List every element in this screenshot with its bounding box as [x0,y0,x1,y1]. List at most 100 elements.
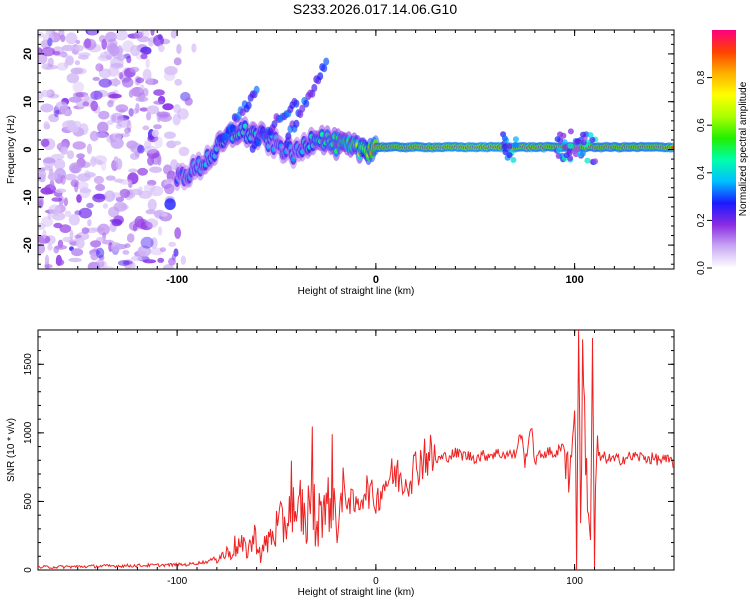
noise-blob [43,156,56,168]
noise-blob [147,156,155,166]
noise-blob [69,162,82,174]
disturbance-blob [580,131,586,138]
noise-blob [101,38,107,50]
y-tick-label: 0 [22,146,34,152]
noise-blob [143,183,156,193]
noise-blob [126,55,132,64]
disturbance-blob [512,136,519,143]
noise-blob [74,60,81,66]
noise-blob [92,193,106,203]
noise-blob [78,207,93,219]
noise-blob [113,156,119,162]
ridge-branch [323,57,330,66]
disturbance-blob [560,132,567,139]
noise-blob [115,196,125,202]
noise-blob [60,146,68,155]
disturbance-blob [567,128,574,135]
noise-blob [105,175,116,181]
noise-blob [153,100,165,105]
noise-blob [164,198,176,211]
noise-blob [128,168,138,173]
noise-blob [38,31,45,38]
noise-blob [66,150,75,160]
noise-blob [47,244,53,251]
noise-blob [86,202,94,209]
colorbar-tick-label: 0.2 [696,213,707,227]
noise-blob [65,54,74,65]
disturbance-blob [554,136,561,143]
noise-blob [102,203,108,209]
disturbance-blob [510,157,517,163]
noise-blob [55,101,68,110]
noise-blob [75,39,81,45]
noise-blob [38,199,43,209]
noise-blob [49,179,55,191]
noise-blob [54,244,67,250]
noise-blob [47,172,58,181]
noise-blob [54,158,66,170]
ridge-branch [299,104,306,113]
disturbance-blob [592,158,599,165]
x-tick-label: 100 [566,576,583,587]
noise-blob [81,227,90,234]
colorbar: 0.0 0.2 0.4 0.6 0.8 Normalized spectral ampli… [696,30,749,275]
noise-blob [157,257,165,263]
noise-blob [146,105,160,115]
noise-blob [145,58,150,69]
noise-blob [174,227,182,239]
ridge-branch [229,124,236,133]
noise-blob [41,47,56,57]
noise-blob [40,138,50,147]
noise-blob [162,103,174,111]
noise-blob [137,144,145,154]
noise-blob [66,73,80,84]
noise-blob [107,66,120,77]
noise-blob [160,212,168,217]
noise-blob [148,39,154,47]
noise-blob [92,76,100,81]
noise-blob [65,32,78,45]
disturbance-blob [506,143,513,150]
noise-blob [60,174,66,185]
noise-blob [47,57,54,68]
noise-blob [138,190,152,199]
noise-blob [139,84,145,93]
noise-blob [140,236,154,249]
noise-blob [93,175,104,185]
noise-blob [82,101,90,107]
noise-blob [184,97,193,106]
noise-blob [108,99,115,104]
noise-blob [153,34,164,47]
colorbar-tick-label: 0.0 [696,261,707,275]
noise-blob [74,181,79,193]
noise-blob [174,78,183,86]
x-tick-label: 0 [373,274,379,286]
y-axis-label: Frequency (Hz) [6,115,17,184]
noise-blob [129,66,140,73]
figure-title: S233.2026.017.14.06.G10 [292,1,458,17]
disturbance-blob [580,139,587,146]
noise-blob [90,90,103,100]
noise-blob [178,146,190,157]
noise-blob [177,108,189,120]
noise-blob [42,229,47,239]
y-tick-label: 20 [22,48,34,60]
noise-blob [98,78,112,88]
disturbance-blob [579,150,586,157]
noise-blob [140,53,148,60]
y-tick-label: 1000 [23,421,34,444]
noise-blob [170,30,178,39]
ridge-branch [285,132,292,141]
noise-blob [135,96,149,102]
y-tick-label: 10 [22,96,34,108]
noise-blob [110,57,124,68]
noise-blob [108,93,122,99]
noise-blob [43,121,50,128]
noise-blob [95,183,106,192]
noise-blob [72,141,86,150]
y-axis-label: SNR (10 * v/v) [6,418,17,482]
noise-blob [142,125,150,131]
noise-blob [180,255,187,265]
noise-blob [84,38,92,49]
